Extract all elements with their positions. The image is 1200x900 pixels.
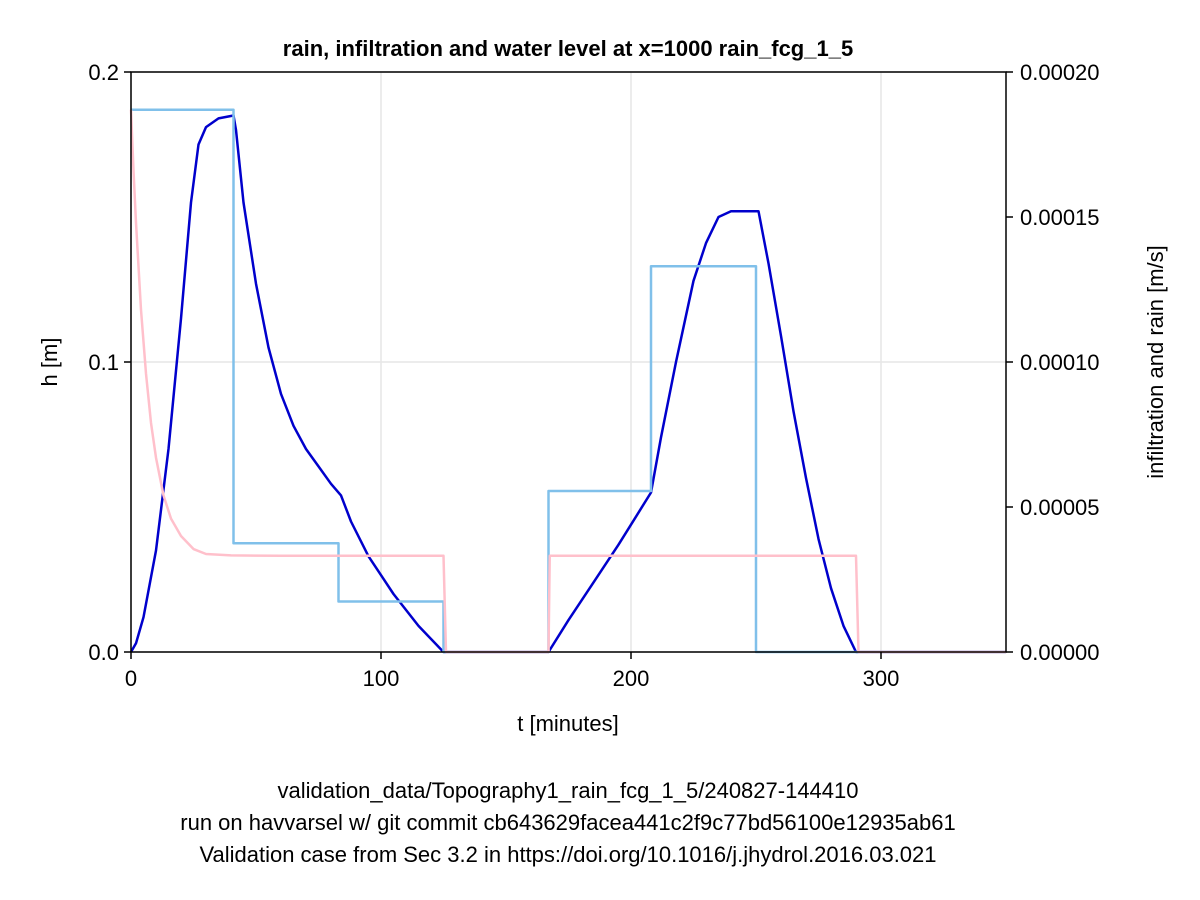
y-right-tick-label-1: 0.00005 <box>1020 495 1100 520</box>
y-left-tick-label-0: 0.0 <box>88 640 119 665</box>
series-line-0 <box>129 114 1006 654</box>
footer-line-2: run on havvarsel w/ git commit cb643629f… <box>180 810 955 835</box>
y-right-tick-label-0: 0.00000 <box>1020 640 1100 665</box>
chart-title: rain, infiltration and water level at x=… <box>283 36 853 61</box>
x-tick-label-0: 0 <box>125 666 137 691</box>
y-right-tick-label-2: 0.00010 <box>1020 350 1100 375</box>
y-right-tick-label-4: 0.00020 <box>1020 60 1100 85</box>
y-left-tick-label-1: 0.1 <box>88 350 119 375</box>
x-tick-label-2: 200 <box>613 666 650 691</box>
y-axis-left-title: h [m] <box>37 338 62 387</box>
series-line-1 <box>131 108 1006 654</box>
series-layer <box>129 108 1006 654</box>
y-left-tick-label-2: 0.2 <box>88 60 119 85</box>
x-axis-title: t [minutes] <box>517 711 618 736</box>
ticks: 0 100 200 300 0.0 0.1 0.2 0.00000 0.00005 0.00010… <box>88 60 1099 691</box>
series-line-2 <box>129 109 1006 654</box>
y-right-tick-label-3: 0.00015 <box>1020 205 1100 230</box>
footer-line-3: Validation case from Sec 3.2 in https://… <box>199 842 936 867</box>
y-axis-right-title: infiltration and rain [m/s] <box>1143 245 1168 479</box>
grid <box>130 71 1006 653</box>
footer-line-1: validation_data/Topography1_rain_fcg_1_5… <box>277 778 858 803</box>
x-tick-label-3: 300 <box>863 666 900 691</box>
x-tick-label-1: 100 <box>363 666 400 691</box>
